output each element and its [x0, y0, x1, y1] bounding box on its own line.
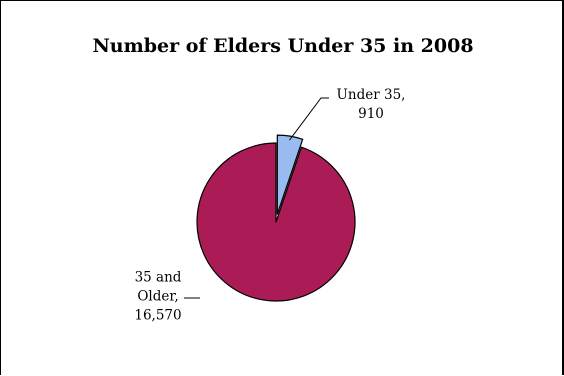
- data-label-35-and-older-line-3: 16,570: [134, 308, 181, 324]
- pie-slice-35-and-older: [196, 142, 356, 302]
- data-label-35-and-older-line-2: Older,: [137, 289, 178, 305]
- data-label-under-35-line-2: 910: [358, 106, 384, 122]
- data-label-35-and-older-line-1: 35 and: [135, 270, 182, 286]
- chart-title: Number of Elders Under 35 in 2008: [92, 35, 474, 57]
- pie-slice-under-35: [276, 134, 304, 215]
- leader-lines: [184, 97, 329, 299]
- pie-slices: [196, 134, 356, 302]
- data-labels: Under 35, 910 35 and Older, 16,570: [134, 87, 405, 324]
- data-label-under-35-line-1: Under 35,: [337, 87, 406, 103]
- leader-line-under-35: [289, 97, 329, 141]
